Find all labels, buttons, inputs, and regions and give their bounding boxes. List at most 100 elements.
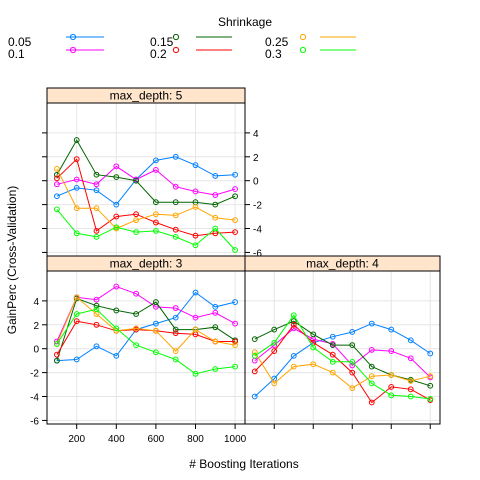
data-point	[368, 363, 375, 370]
data-point	[73, 356, 80, 363]
data-point	[192, 188, 199, 195]
data-point	[73, 137, 80, 143]
data-point	[153, 219, 159, 226]
data-point	[290, 352, 297, 359]
data-point	[172, 153, 179, 160]
data-point	[232, 186, 239, 192]
data-point	[73, 176, 80, 183]
legend-label: 0.05	[8, 35, 32, 49]
data-point	[73, 184, 80, 191]
data-point	[192, 204, 199, 210]
data-point	[329, 342, 336, 349]
data-point	[388, 384, 395, 390]
y-tick-label: 0	[253, 177, 259, 188]
data-point	[133, 211, 140, 218]
legend: Shrinkage 0.050.1 0.150.2 0.250.3	[8, 15, 356, 61]
data-point	[271, 348, 278, 354]
data-point	[232, 299, 239, 305]
data-point	[54, 193, 60, 200]
panel: max_depth: 3 -6 -4 -2 0 2 4 200 400 600 800 1000	[30, 255, 247, 445]
data-point	[113, 163, 120, 170]
data-point	[212, 225, 219, 232]
data-point	[368, 320, 375, 327]
data-point	[368, 380, 375, 387]
data-point	[172, 199, 179, 206]
y-tick-label: -4	[30, 393, 39, 404]
x-tick-label: 800	[187, 434, 204, 445]
y-tick-label: 4	[253, 129, 259, 140]
y-tick-label: 4	[33, 297, 39, 308]
data-point	[212, 214, 219, 221]
data-point	[153, 320, 159, 327]
data-point	[349, 329, 356, 335]
data-point	[54, 165, 60, 172]
legend-label: 0.2	[150, 47, 167, 61]
legend-point	[172, 33, 180, 41]
data-point	[251, 393, 258, 400]
data-point	[310, 344, 317, 351]
data-point	[73, 156, 80, 163]
y-tick-label: -2	[253, 201, 262, 212]
data-point	[113, 307, 120, 314]
data-point	[172, 233, 179, 240]
data-point	[73, 205, 80, 212]
legend-label: 0.3	[265, 47, 282, 61]
data-point	[212, 366, 219, 372]
data-point	[349, 362, 356, 369]
data-point	[133, 177, 140, 184]
data-point	[93, 171, 100, 178]
series-line	[56, 291, 236, 362]
y-tick-label: -6	[30, 416, 39, 427]
legend-point	[299, 33, 307, 41]
data-point	[232, 320, 239, 327]
data-point	[73, 230, 80, 237]
data-point	[93, 302, 100, 309]
series-line	[56, 296, 236, 352]
data-point	[153, 167, 159, 173]
data-point	[93, 205, 100, 212]
panels: max_depth: 5 -6 -4 -2 0 2 4 max_depth: 3 -6 -4 -2 0…	[30, 87, 441, 445]
data-point	[388, 326, 395, 333]
data-point	[153, 211, 159, 218]
data-point	[388, 348, 395, 354]
data-point	[232, 193, 239, 200]
data-point	[153, 299, 159, 305]
data-point	[93, 233, 100, 240]
data-point	[349, 342, 356, 349]
data-point	[329, 369, 336, 376]
data-point	[232, 171, 239, 178]
data-point	[368, 373, 375, 380]
data-point	[232, 363, 239, 370]
legend-label: 0.1	[8, 47, 25, 61]
data-point	[192, 370, 199, 377]
data-point	[310, 361, 317, 368]
data-point	[290, 312, 297, 319]
series-line	[254, 320, 431, 387]
data-point	[54, 171, 60, 178]
data-point	[133, 325, 140, 332]
data-point	[271, 326, 278, 333]
data-point	[407, 393, 414, 400]
data-point	[113, 283, 120, 290]
data-point	[388, 372, 395, 378]
panel-strip-label: max_depth: 5	[110, 89, 183, 103]
data-point	[73, 311, 80, 317]
data-point	[407, 386, 414, 393]
data-point	[54, 206, 60, 213]
x-tick-label: 600	[148, 434, 165, 445]
data-point	[349, 369, 356, 376]
series-line	[56, 165, 236, 196]
data-point	[212, 303, 219, 310]
y-tick-label: 2	[253, 153, 259, 164]
data-point	[172, 226, 179, 233]
data-point	[54, 341, 60, 347]
series-line	[56, 158, 236, 237]
data-point	[192, 162, 199, 169]
data-point	[153, 327, 159, 334]
data-point	[54, 181, 60, 188]
data-point	[329, 358, 336, 365]
data-point	[427, 373, 434, 380]
data-point	[251, 349, 258, 356]
data-point	[192, 242, 199, 249]
